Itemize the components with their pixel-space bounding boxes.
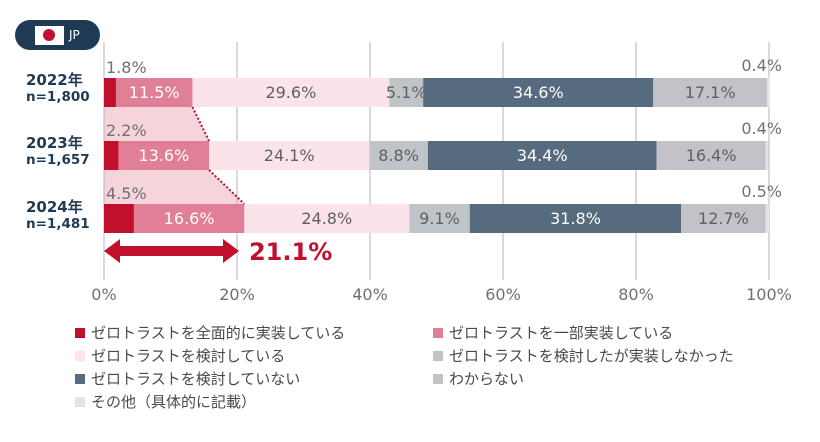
legend-swatch-icon <box>433 327 443 338</box>
data-label: 0.5% <box>741 182 782 201</box>
legend-item: ゼロトラストを一部実装している <box>433 322 673 343</box>
row-label-2024: 2024年 n=1,481 <box>26 199 90 233</box>
legend-item: ゼロトラストを検討したが実装しなかった <box>433 345 734 366</box>
bar-segment <box>209 141 370 170</box>
legend-item: わからない <box>433 368 524 389</box>
sample-size: n=1,657 <box>26 152 90 168</box>
legend-swatch-icon <box>75 350 85 361</box>
legend-swatch-icon <box>433 373 443 384</box>
bar-segment <box>118 141 210 170</box>
legend-label: わからない <box>449 370 525 388</box>
legend-label: ゼロトラストを一部実装している <box>449 324 674 342</box>
trend-connector <box>208 169 246 205</box>
sample-size: n=1,481 <box>26 216 90 232</box>
bar-segment <box>653 78 768 107</box>
legend-label: ゼロトラストを検討していない <box>91 370 301 388</box>
legend-label: ゼロトラストを検討している <box>91 347 286 365</box>
data-label: 16.6% <box>164 209 215 228</box>
year-label: 2024年 <box>26 198 83 216</box>
bar-segment <box>104 204 134 233</box>
bar-segment <box>104 78 116 107</box>
japan-flag-icon <box>35 25 64 45</box>
data-label: 13.6% <box>138 146 189 165</box>
bar-segment <box>427 141 657 170</box>
double-arrow-icon <box>104 239 239 263</box>
bar-segment <box>767 78 770 107</box>
sample-size: n=1,800 <box>26 89 90 105</box>
bar-segment <box>389 78 424 107</box>
data-label: 31.8% <box>550 209 601 228</box>
legend-item: ゼロトラストを検討している <box>75 345 285 366</box>
country-label: JP <box>69 28 80 42</box>
legend-label: ゼロトラストを全面的に実装している <box>91 324 346 342</box>
legend-swatch-icon <box>75 396 85 407</box>
bar-segment <box>423 78 654 107</box>
data-label: 1.8% <box>106 58 147 77</box>
data-label: 5.1% <box>386 83 427 102</box>
legend-label: その他（具体的に記載） <box>91 393 257 411</box>
legend-label: ゼロトラストを検討したが実装しなかった <box>449 347 734 365</box>
data-label: 11.5% <box>129 83 180 102</box>
country-badge: JP <box>15 20 100 50</box>
data-label: 34.4% <box>517 146 568 165</box>
row-label-2023: 2023年 n=1,657 <box>26 135 90 169</box>
bar-segment <box>765 204 769 233</box>
data-label: 24.1% <box>264 146 315 165</box>
bar-segment <box>192 78 390 107</box>
bar-segment <box>469 204 682 233</box>
data-label: 17.1% <box>685 83 736 102</box>
x-tick-label: 80% <box>618 285 654 304</box>
legend-swatch-icon <box>75 327 85 338</box>
x-tick-label: 0% <box>91 285 116 304</box>
bar-segment <box>244 204 410 233</box>
x-tick-label: 20% <box>219 285 255 304</box>
legend-swatch-icon <box>433 350 443 361</box>
data-label: 29.6% <box>265 83 316 102</box>
legend-item: ゼロトラストを全面的に実装している <box>75 322 345 343</box>
bar-segment <box>681 204 766 233</box>
data-label: 12.7% <box>698 209 749 228</box>
data-label: 4.5% <box>106 184 147 203</box>
bar-segment <box>104 141 119 170</box>
bar-segment <box>765 141 769 170</box>
year-label: 2022年 <box>26 71 83 89</box>
legend-item: その他（具体的に記載） <box>75 391 256 412</box>
data-label: 16.4% <box>686 146 737 165</box>
data-label: 0.4% <box>741 56 782 75</box>
data-label: 8.8% <box>378 146 419 165</box>
bar-segment <box>133 204 245 233</box>
bar-segment <box>409 204 470 233</box>
legend-swatch-icon <box>75 373 85 384</box>
bar-segment <box>656 141 766 170</box>
x-tick-label: 60% <box>485 285 521 304</box>
bar-segment <box>115 78 193 107</box>
data-label: 24.8% <box>301 209 352 228</box>
data-label: 0.4% <box>741 119 782 138</box>
row-label-2022: 2022年 n=1,800 <box>26 72 90 106</box>
x-tick-label: 40% <box>352 285 388 304</box>
legend-item: ゼロトラストを検討していない <box>75 368 300 389</box>
data-label: 2.2% <box>106 121 147 140</box>
bar-segment <box>369 141 428 170</box>
year-label: 2023年 <box>26 134 83 152</box>
x-tick-label: 100% <box>746 285 792 304</box>
data-label: 34.6% <box>513 83 564 102</box>
data-label: 9.1% <box>419 209 460 228</box>
difference-label: 21.1% <box>249 238 332 266</box>
